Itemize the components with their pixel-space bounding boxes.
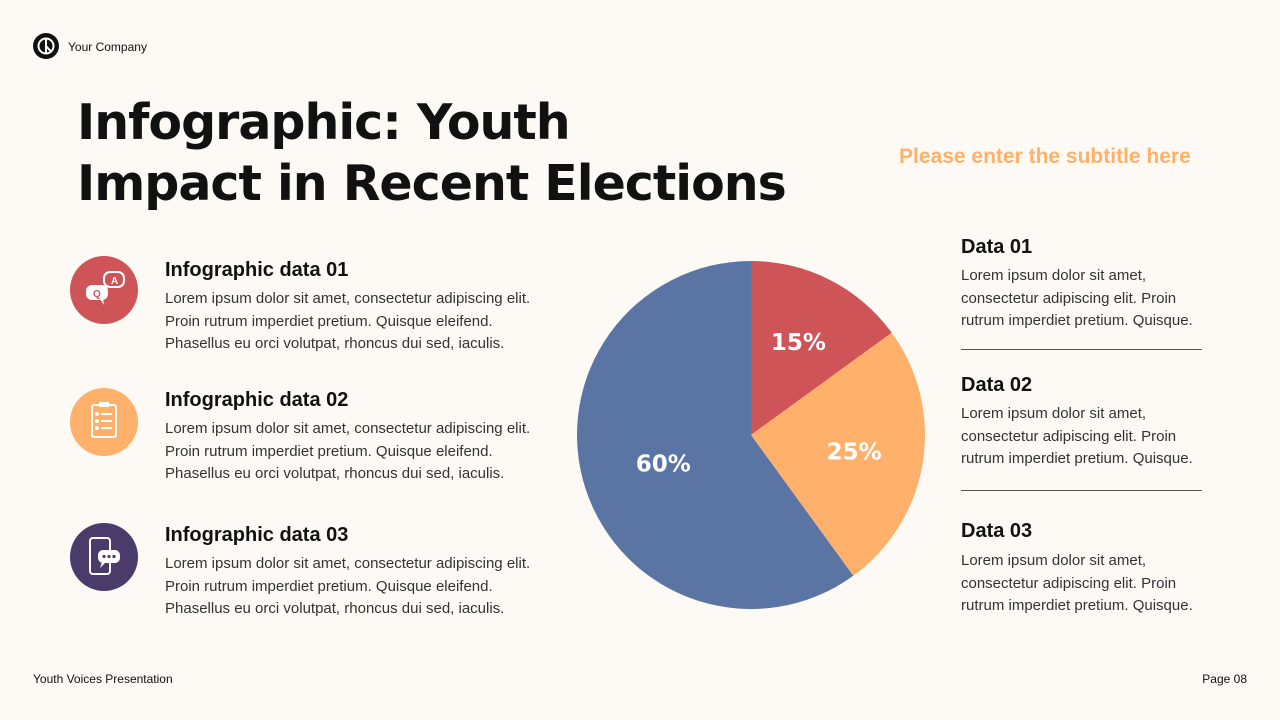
pie-slice bbox=[576, 261, 854, 609]
pie-label: 60% bbox=[636, 451, 691, 477]
pie-slice bbox=[751, 332, 925, 576]
svg-text:A: A bbox=[111, 276, 118, 287]
company-logo-icon bbox=[33, 33, 59, 59]
subtitle: Please enter the subtitle here bbox=[899, 145, 1191, 168]
item-text: Lorem ipsum dolor sit amet, consectetur … bbox=[165, 290, 531, 352]
item-text: Lorem ipsum dolor sit amet, consectetur … bbox=[165, 555, 531, 617]
divider bbox=[961, 349, 1202, 350]
company-name: Your Company bbox=[68, 40, 147, 54]
data-title: Data 03 bbox=[961, 520, 1033, 542]
pie-label: 15% bbox=[771, 330, 826, 356]
pie-slice bbox=[751, 261, 892, 435]
item-title: Infographic data 03 bbox=[165, 524, 349, 546]
item-title: Infographic data 01 bbox=[165, 259, 349, 281]
divider bbox=[961, 490, 1202, 491]
data-text: Lorem ipsum dolor sit amet, consectetur … bbox=[961, 267, 1193, 329]
svg-text:Q: Q bbox=[93, 289, 101, 300]
clipboard-checklist-icon bbox=[70, 388, 138, 456]
data-text: Lorem ipsum dolor sit amet, consectetur … bbox=[961, 405, 1193, 467]
page-number: Page 08 bbox=[1202, 672, 1247, 686]
data-title: Data 01 bbox=[961, 236, 1033, 258]
item-text: Lorem ipsum dolor sit amet, consectetur … bbox=[165, 420, 531, 482]
data-text: Lorem ipsum dolor sit amet, consectetur … bbox=[961, 552, 1193, 614]
phone-message-icon bbox=[70, 523, 138, 591]
data-title: Data 02 bbox=[961, 374, 1033, 396]
pie-chart: 15% 25% 60% bbox=[576, 261, 925, 609]
pie-label: 25% bbox=[827, 439, 882, 465]
item-title: Infographic data 02 bbox=[165, 389, 349, 411]
page-title: Infographic: Youth Impact in Recent Elect… bbox=[77, 94, 787, 212]
footer-title: Youth Voices Presentation bbox=[33, 672, 173, 686]
